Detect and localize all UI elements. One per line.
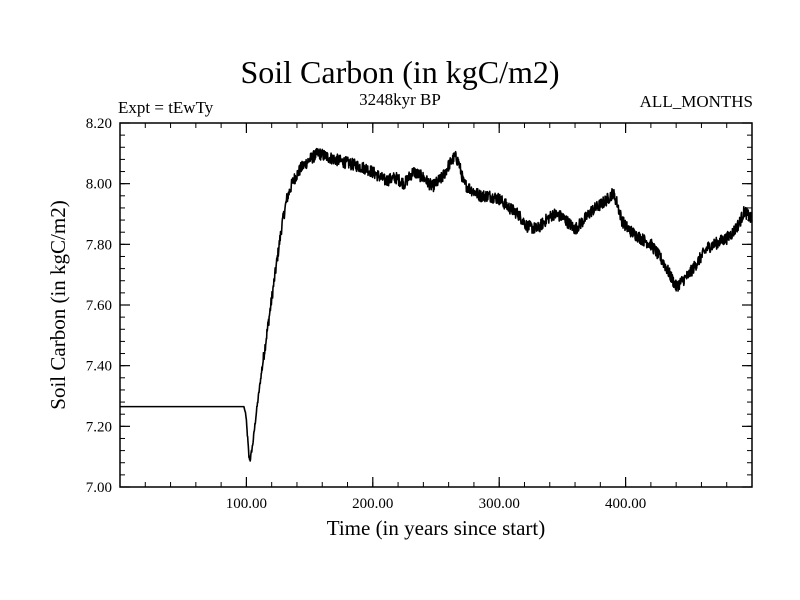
y-axis-label: Soil Carbon (in kgC/m2): [46, 200, 70, 410]
experiment-label: Expt = tEwTy: [118, 98, 214, 117]
months-label: ALL_MONTHS: [639, 92, 753, 111]
data-layer: [119, 147, 753, 462]
y-tick-label: 7.60: [86, 298, 112, 314]
y-tick-label: 7.40: [86, 359, 112, 375]
y-tick-label: 7.20: [86, 419, 112, 435]
soil-carbon-series-line: [119, 147, 753, 462]
y-tick-label: 8.20: [86, 116, 112, 132]
chart-subtitle: 3248kyr BP: [359, 90, 441, 109]
x-axis-label: Time (in years since start): [326, 516, 546, 540]
y-tick-label: 7.00: [86, 480, 112, 496]
chart-title: Soil Carbon (in kgC/m2): [240, 54, 560, 90]
x-tick-label: 100.00: [226, 496, 267, 512]
y-tick-label: 8.00: [86, 177, 112, 193]
x-axis-ticks: 100.00 200.00 300.00 400.00: [119, 123, 753, 512]
y-axis-ticks: 7.00 7.20 7.40 7.60 7.80 8.00 8.20: [86, 116, 752, 496]
plot-frame: [119, 122, 753, 488]
x-tick-label: 400.00: [605, 496, 646, 512]
x-tick-label: 300.00: [479, 496, 520, 512]
y-tick-label: 7.80: [86, 237, 112, 253]
x-tick-label: 200.00: [352, 496, 393, 512]
